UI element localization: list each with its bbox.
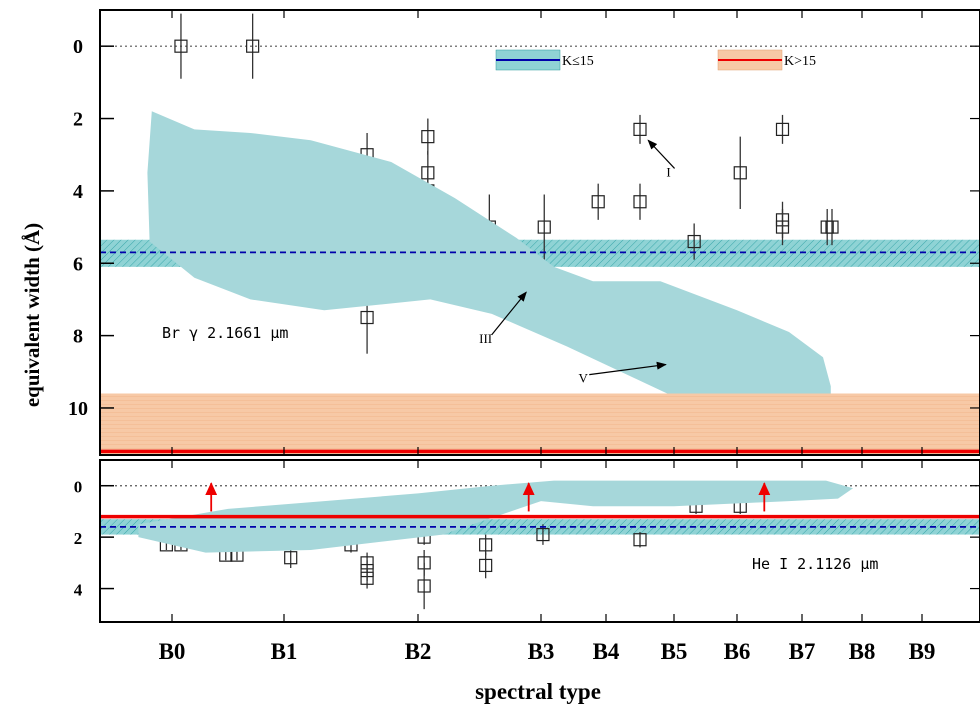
x-tick-label: B4 xyxy=(593,639,620,664)
legend: K≤15 K>15 xyxy=(496,50,816,70)
y-tick-label: 0 xyxy=(74,478,83,497)
x-tick-label: B9 xyxy=(909,639,936,664)
x-tick-label: B2 xyxy=(405,639,432,664)
x-tick-label: B6 xyxy=(724,639,751,664)
bottom-line-label: He I 2.1126 μm xyxy=(752,555,878,573)
y-tick-label: 8 xyxy=(73,326,83,348)
x-tick-label: B3 xyxy=(528,639,555,664)
legend-label-k-le-15: K≤15 xyxy=(562,54,594,69)
x-tick-label: B8 xyxy=(849,639,876,664)
annotation-arrow xyxy=(648,140,674,168)
top-plot-area xyxy=(100,14,980,488)
bottom-plot-area xyxy=(100,481,980,610)
x-axis-title: spectral type xyxy=(475,679,601,704)
top-line-label: Br γ 2.1661 μm xyxy=(162,324,288,342)
annotation-label-i: I xyxy=(666,164,670,179)
annotation-label-v: V xyxy=(579,371,589,386)
y-tick-label: 0 xyxy=(73,36,83,58)
x-tick-label: B0 xyxy=(159,639,186,664)
y-tick-label: 10 xyxy=(68,398,88,420)
y-tick-label: 2 xyxy=(74,529,83,548)
y-axis-title: equivalent width (Å) xyxy=(20,223,44,407)
bottom-panel: 0 2 4 He I 2.1126 μm xyxy=(74,460,980,622)
x-tick-label: B7 xyxy=(789,639,816,664)
y-tick-label: 4 xyxy=(73,181,83,203)
annotation-label-iii: III xyxy=(479,331,492,346)
y-tick-label: 4 xyxy=(74,581,83,600)
legend-label-k-gt-15: K>15 xyxy=(784,54,816,69)
x-axis: B0 B1 B2 B3 B4 B5 B6 B7 B8 B9 xyxy=(159,639,936,664)
y-tick-label: 2 xyxy=(73,109,83,131)
top-band-k-gt-15 xyxy=(100,393,980,487)
x-tick-label: B5 xyxy=(661,639,688,664)
y-tick-label: 6 xyxy=(73,253,83,275)
x-tick-label: B1 xyxy=(271,639,298,664)
